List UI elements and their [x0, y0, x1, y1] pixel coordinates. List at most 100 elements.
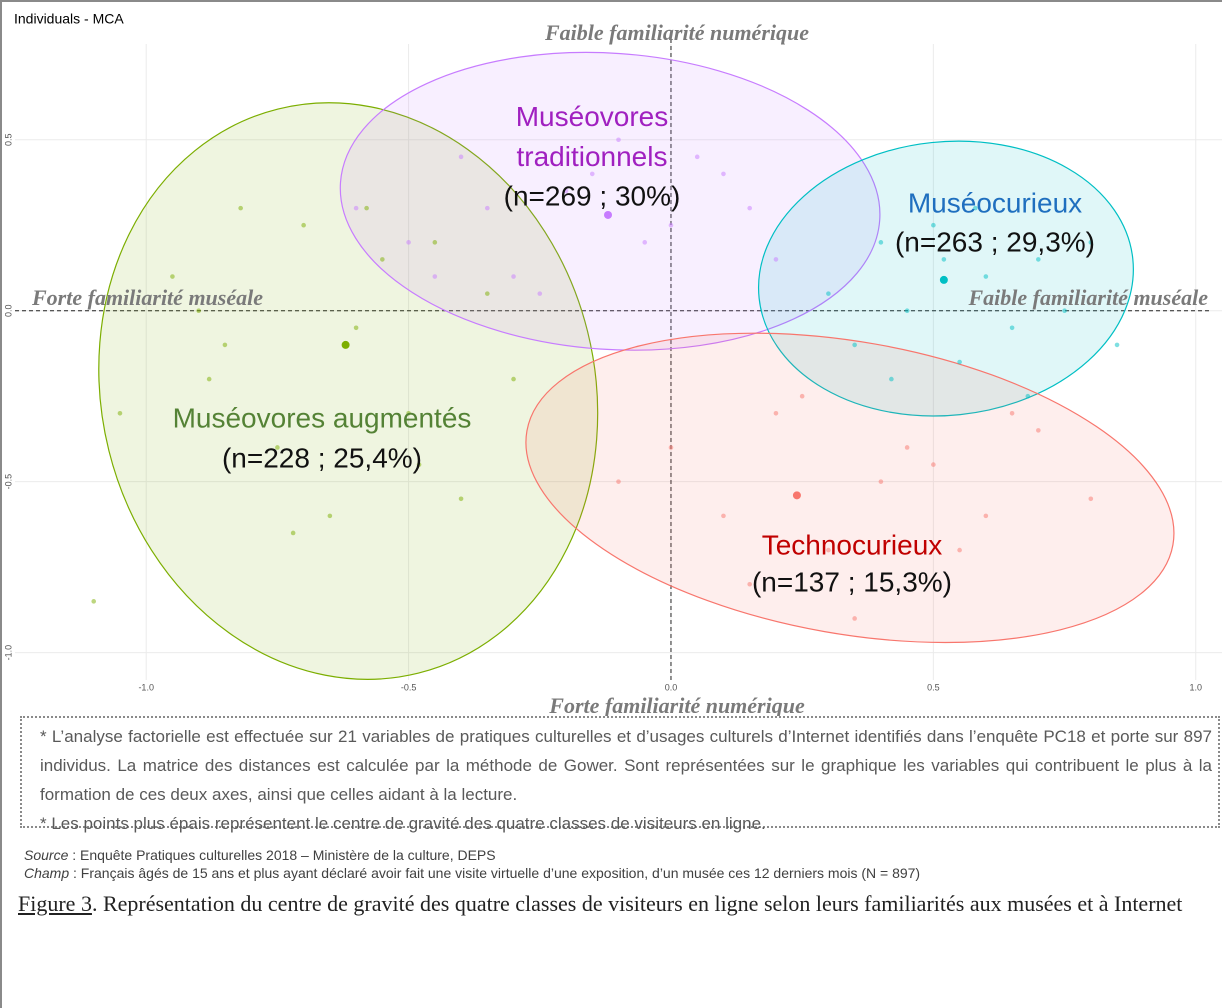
point: [941, 257, 947, 262]
point: [589, 171, 595, 177]
point: [773, 410, 779, 416]
y-tick-label: -0.5: [3, 474, 13, 490]
point: [1062, 308, 1067, 314]
y-tick-label: 0.0: [3, 304, 13, 317]
x-tick-label: 0.0: [665, 682, 678, 692]
point: [364, 205, 369, 211]
point: [380, 257, 385, 262]
point: [290, 530, 296, 536]
cluster-size: (n=228 ; 25,4%): [222, 442, 422, 473]
point: [222, 342, 228, 348]
note: * Les points plus épais représentent le …: [40, 814, 766, 833]
champ-text: : Français âgés de 15 ans et plus ayant …: [69, 865, 921, 881]
point: [196, 308, 201, 314]
point: [458, 154, 464, 160]
cluster-size: (n=263 ; 29,3%): [895, 226, 1095, 257]
confidence-ellipse: [525, 332, 1175, 644]
point: [1009, 325, 1015, 331]
point: [170, 274, 175, 279]
caption: Figure 3. Représentation du centre de gr…: [18, 888, 1218, 919]
point: [1088, 240, 1094, 245]
point: [416, 462, 422, 467]
axis-annotation: Faible familiarité numérique: [544, 20, 809, 45]
centroid: [604, 210, 613, 219]
point: [957, 547, 962, 553]
point: [826, 291, 831, 296]
cluster-name-line: Muséovores: [516, 101, 669, 132]
point: [957, 359, 962, 365]
centroid: [792, 491, 801, 500]
point: [973, 205, 978, 211]
cluster-size: (n=137 ; 15,3%): [752, 566, 952, 597]
point: [275, 445, 280, 450]
point: [826, 547, 831, 553]
point: [668, 445, 674, 450]
point: [537, 291, 543, 296]
y-tick-label: 0.5: [3, 133, 13, 146]
caption-label: Figure 3: [18, 891, 92, 916]
point: [852, 616, 857, 621]
caption-text: . Représentation du centre de gravité de…: [91, 891, 1183, 916]
note: * L’analyse factorielle est effectuée su…: [40, 727, 1212, 804]
notes-box: * L’analyse factorielle est effectuée su…: [20, 716, 1220, 833]
cluster-name-line: traditionnels: [517, 141, 668, 172]
point: [668, 222, 674, 228]
champ-label: Champ: [24, 865, 70, 881]
chart: Individuals - MCA -1.0 -0.5 0.0 0.5 1.0 -1.0 -…: [3, 11, 1222, 718]
cluster-name: Muséovores traditionnels: [516, 101, 669, 172]
point: [117, 410, 123, 416]
point: [485, 291, 490, 296]
centroid: [341, 340, 350, 349]
point: [327, 513, 333, 519]
point: [721, 513, 726, 519]
point: [511, 274, 516, 279]
point: [458, 496, 464, 502]
point: [1036, 428, 1041, 433]
point: [983, 274, 989, 279]
champ: Champ : Français âgés de 15 ans et plus …: [24, 864, 920, 882]
point: [485, 205, 490, 211]
point: [91, 599, 97, 604]
x-tick-label: -0.5: [401, 682, 417, 692]
point: [878, 240, 884, 245]
sources: Source : Enquête Pratiques culturelles 2…: [24, 846, 920, 882]
x-tick-label: -1.0: [138, 682, 154, 692]
point: [878, 479, 884, 484]
point: [747, 205, 752, 211]
point: [616, 137, 621, 143]
point: [432, 240, 438, 245]
point: [721, 171, 726, 177]
source: Source : Enquête Pratiques culturelles 2…: [24, 846, 920, 864]
x-tick-label: 1.0: [1190, 682, 1203, 692]
cluster-name: Muséocurieux: [908, 187, 1082, 218]
point: [1025, 393, 1031, 399]
point: [773, 257, 779, 262]
point: [931, 462, 936, 467]
axis-annotation: Forte familiarité numérique: [548, 693, 805, 716]
point: [563, 188, 569, 194]
chart-title: Individuals - MCA: [14, 11, 124, 27]
confidence-ellipse: [339, 51, 881, 351]
point: [931, 222, 936, 228]
point: [799, 393, 805, 399]
point: [1088, 496, 1094, 502]
x-tick-label: 0.5: [927, 682, 940, 692]
point: [511, 376, 516, 382]
point: [353, 205, 359, 211]
point: [642, 240, 648, 245]
point: [406, 240, 411, 245]
point: [432, 274, 438, 279]
source-text: : Enquête Pratiques culturelles 2018 – M…: [68, 847, 496, 863]
point: [353, 325, 359, 331]
cluster-size: (n=269 ; 30%): [504, 180, 681, 211]
point: [238, 205, 243, 211]
point: [904, 308, 910, 314]
centroid: [939, 275, 948, 284]
point: [747, 581, 752, 587]
point: [1036, 257, 1041, 262]
point: [206, 376, 212, 382]
y-tick-label: -1.0: [3, 645, 13, 661]
point: [1009, 410, 1015, 416]
confidence-ellipse: [98, 102, 599, 680]
